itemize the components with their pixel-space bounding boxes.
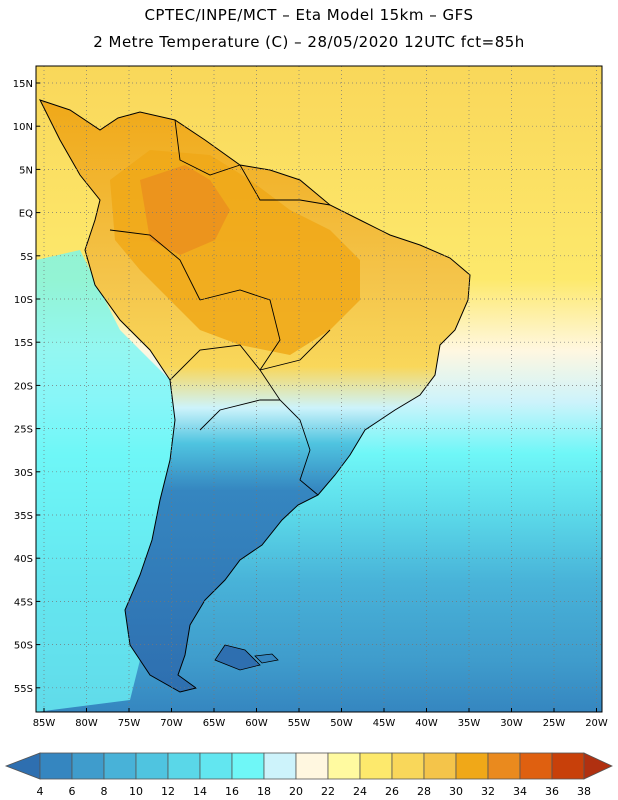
lat-label: 15N [13, 79, 33, 90]
legend-swatch [167, 752, 201, 780]
lon-label: 45W [373, 718, 396, 729]
legend-label: 34 [513, 785, 527, 798]
lon-label: 25W [543, 718, 566, 729]
map-plot-area [36, 66, 602, 712]
legend-label: 16 [225, 785, 239, 798]
legend-swatch [71, 752, 105, 780]
lat-label: 35S [14, 511, 33, 522]
legend-swatch [359, 752, 393, 780]
legend-label: 14 [193, 785, 207, 798]
lon-label: 55W [288, 718, 311, 729]
legend-arrow-high [583, 752, 613, 780]
legend-label: 28 [417, 785, 431, 798]
legend-swatch [423, 752, 457, 780]
lon-label: 70W [160, 718, 183, 729]
legend-swatch [135, 752, 169, 780]
hottest-zone [140, 165, 230, 255]
lon-label: 50W [330, 718, 353, 729]
lat-label: 20S [14, 381, 33, 392]
legend-swatch [39, 752, 73, 780]
lat-label: 10N [13, 122, 33, 133]
lon-label: 75W [118, 718, 141, 729]
legend-swatch [551, 752, 585, 780]
lon-label: 35W [458, 718, 481, 729]
legend-label: 18 [257, 785, 271, 798]
falkland-islands [254, 653, 279, 664]
lat-label: EQ [19, 209, 33, 220]
plot-frame [35, 65, 603, 713]
lon-label: 60W [245, 718, 268, 729]
legend-swatch [295, 752, 329, 780]
temperature-map: 15N 10N 5N EQ 5S 10S 15S 20S 25S 30S 35S 40S 45S 50S 5… [13, 65, 608, 729]
country-borders [109, 119, 331, 496]
legend-label: 12 [161, 785, 175, 798]
legend-label: 38 [577, 785, 591, 798]
legend-label: 30 [449, 785, 463, 798]
pacific-cool-band [36, 250, 200, 712]
longitude-labels: 85W 80W 75W 70W 65W 60W 55W 50W 45W 40W 35W 30W 25W 2… [33, 718, 608, 729]
tierra-del-fuego [214, 644, 261, 671]
legend-label: 22 [321, 785, 335, 798]
lon-label: 65W [203, 718, 226, 729]
latitude-labels: 15N 10N 5N EQ 5S 10S 15S 20S 25S 30S 35S 40S 45S 50S 5… [13, 79, 33, 695]
legend-label: 8 [101, 785, 108, 798]
color-legend-labels: 4 6 8 10 12 14 16 18 20 22 24 26 28 30 32 34 36 38 [37, 785, 592, 798]
lon-label: 40W [415, 718, 438, 729]
map-subtitle: 2 Metre Temperature (C) – 28/05/2020 12U… [93, 33, 525, 51]
color-legend-swatches [4, 752, 613, 780]
lat-label: 40S [14, 554, 33, 565]
legend-swatch [199, 752, 233, 780]
legend-swatch [391, 752, 425, 780]
legend-label: 26 [385, 785, 399, 798]
lat-label: 5N [19, 165, 33, 176]
legend-swatch [231, 752, 265, 780]
lat-label: 10S [14, 295, 33, 306]
lon-label: 20W [585, 718, 608, 729]
lat-label: 25S [14, 425, 33, 436]
legend-label: 24 [353, 785, 367, 798]
legend-swatch [519, 752, 553, 780]
lat-label: 15S [14, 338, 33, 349]
lon-label: 30W [500, 718, 523, 729]
color-legend: 4 6 8 10 12 14 16 18 20 22 24 26 28 30 32 34 36 38 [4, 752, 613, 798]
legend-swatch [327, 752, 361, 780]
map-title: CPTEC/INPE/MCT – Eta Model 15km – GFS [144, 6, 474, 24]
lat-label: 45S [14, 597, 33, 608]
legend-label: 20 [289, 785, 303, 798]
lat-label: 50S [14, 641, 33, 652]
legend-arrow-low [4, 752, 41, 780]
legend-label: 10 [129, 785, 143, 798]
legend-swatch [103, 752, 137, 780]
graticule [36, 66, 602, 712]
legend-label: 6 [69, 785, 76, 798]
lat-label: 55S [14, 684, 33, 695]
legend-swatch [487, 752, 521, 780]
legend-swatch [263, 752, 297, 780]
legend-label: 32 [481, 785, 495, 798]
legend-label: 36 [545, 785, 559, 798]
legend-swatch [455, 752, 489, 780]
lat-label: 30S [14, 468, 33, 479]
lon-label: 85W [33, 718, 56, 729]
lat-label: 5S [20, 252, 33, 263]
legend-label: 4 [37, 785, 44, 798]
lon-label: 80W [75, 718, 98, 729]
